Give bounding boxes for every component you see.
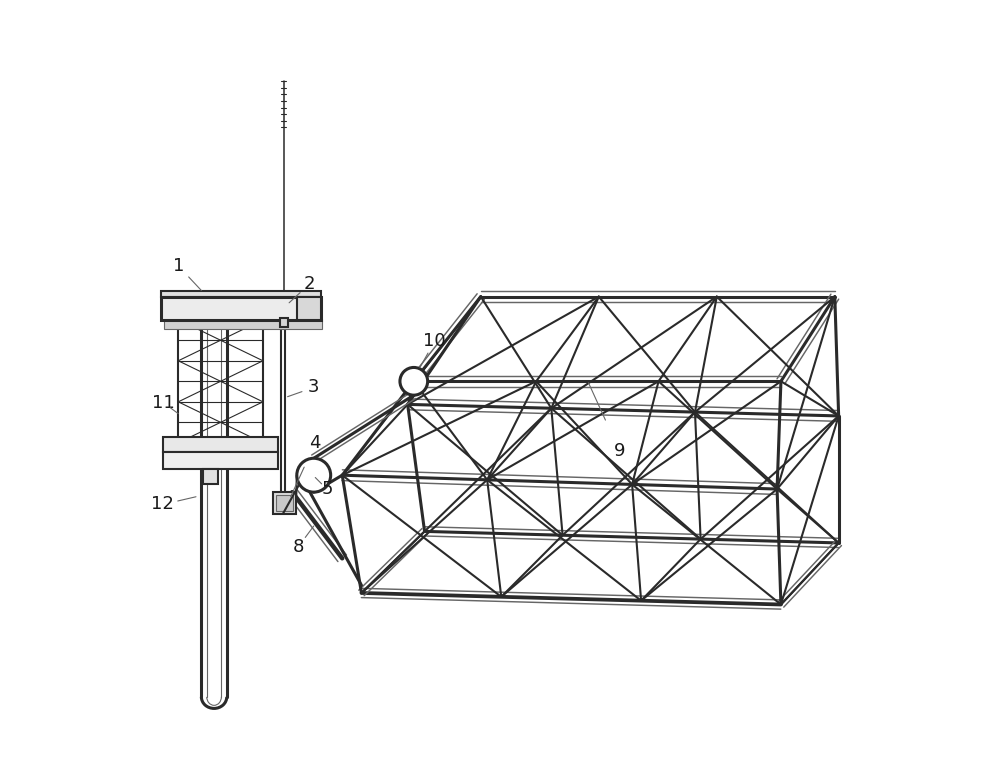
Bar: [297, 296, 321, 320]
Bar: [280, 318, 288, 328]
Text: 11: 11: [152, 394, 175, 412]
Text: 8: 8: [293, 538, 304, 555]
Text: 4: 4: [310, 434, 321, 452]
Text: 10: 10: [423, 332, 446, 350]
Text: 12: 12: [151, 496, 174, 513]
Text: 5: 5: [321, 480, 333, 498]
Text: 1: 1: [173, 257, 184, 275]
Bar: [203, 469, 218, 485]
Bar: [163, 452, 278, 469]
Circle shape: [297, 458, 331, 492]
Text: 9: 9: [614, 442, 625, 460]
Bar: [273, 492, 296, 513]
Bar: [164, 319, 322, 329]
Bar: [163, 436, 278, 452]
Circle shape: [400, 367, 428, 395]
Text: 2: 2: [303, 275, 315, 293]
Bar: [276, 496, 293, 510]
Bar: [161, 291, 321, 296]
Bar: [161, 296, 321, 320]
Text: 3: 3: [308, 378, 319, 397]
